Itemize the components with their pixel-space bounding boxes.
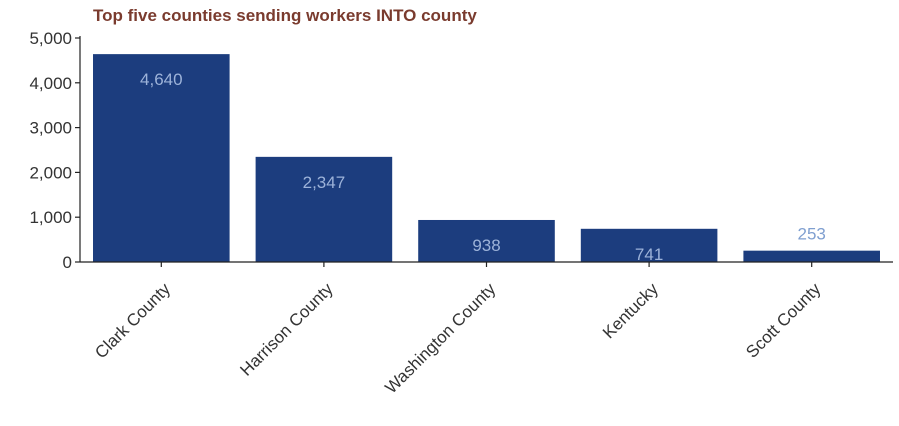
x-tick-label: Scott County: [742, 279, 825, 362]
data-label: 253: [798, 225, 826, 244]
chart-title: Top five counties sending workers INTO c…: [93, 6, 477, 25]
bars: [93, 54, 880, 263]
x-axis: Clark County Harrison County Washington Co…: [80, 261, 893, 397]
x-tick-label: Clark County: [91, 279, 174, 362]
data-label: 938: [472, 236, 500, 255]
y-tick-label: 1,000: [29, 208, 72, 227]
bar: [93, 54, 230, 263]
data-labels: 4,640 2,347 938 741 253: [140, 70, 826, 264]
x-tick-label: Kentucky: [599, 279, 662, 342]
bar: [255, 156, 393, 262]
y-tick-label: 3,000: [29, 119, 72, 138]
bar: [580, 228, 718, 262]
x-tick-label: Washington County: [381, 279, 499, 397]
y-tick-label: 0: [63, 253, 72, 272]
bar: [743, 250, 880, 262]
y-tick-label: 2,000: [29, 163, 72, 182]
y-axis: 0 1,000 2,000 3,000 4,000 5,000: [29, 29, 81, 272]
data-label: 2,347: [303, 173, 346, 192]
data-label: 4,640: [140, 70, 183, 89]
data-label: 741: [635, 245, 663, 264]
bar: [418, 219, 555, 262]
x-tick-label: Harrison County: [236, 279, 337, 380]
y-tick-label: 4,000: [29, 74, 72, 93]
y-tick-label: 5,000: [29, 29, 72, 48]
